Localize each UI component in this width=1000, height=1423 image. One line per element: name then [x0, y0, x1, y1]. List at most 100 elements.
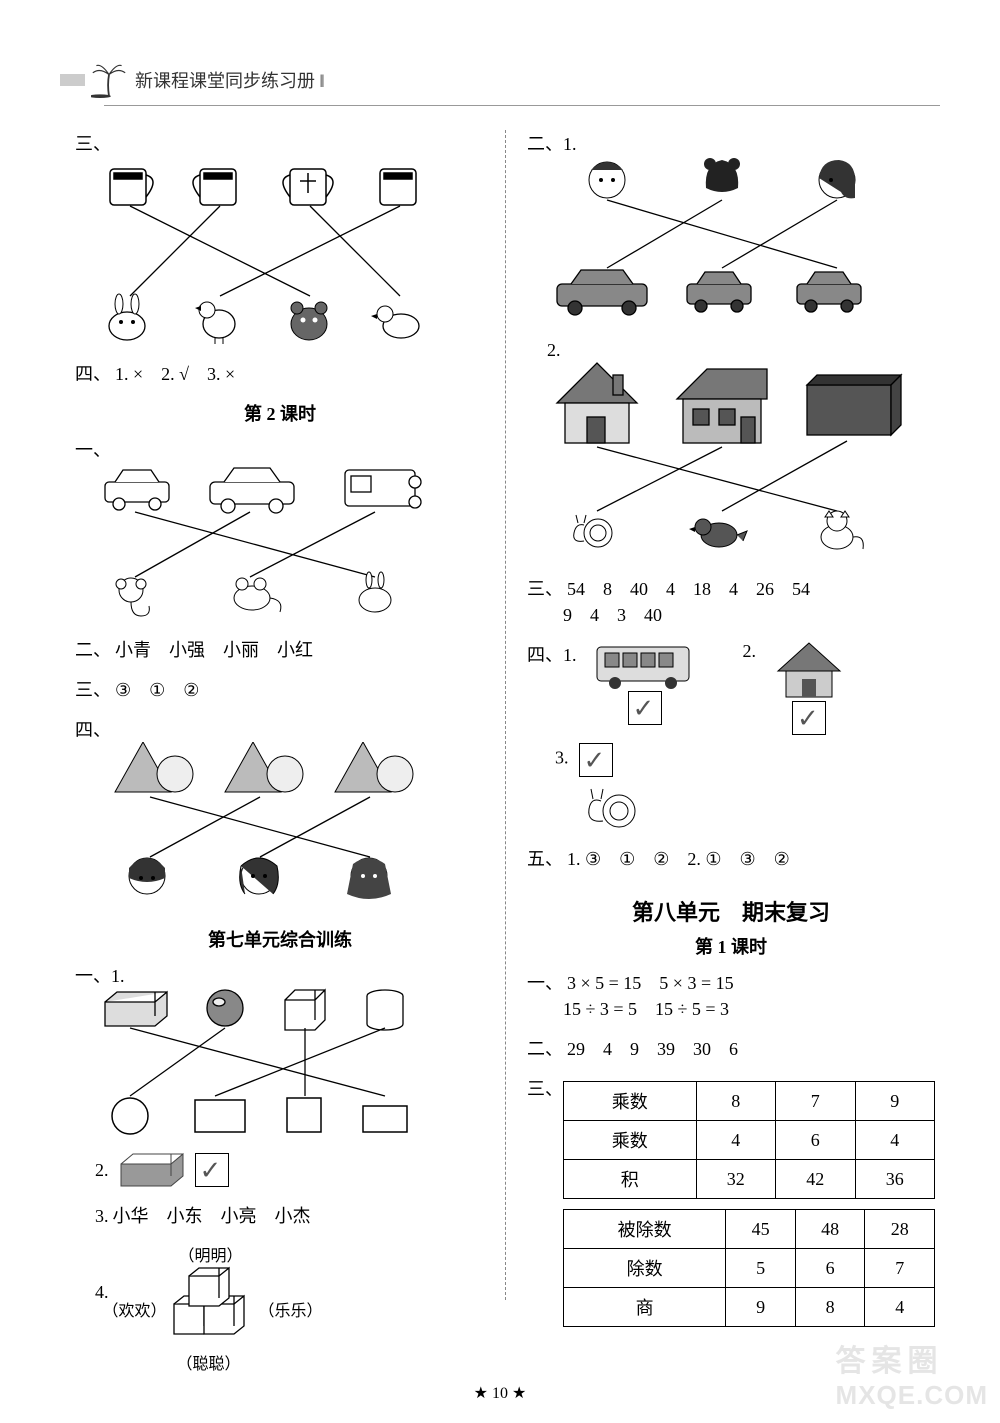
r-q3-line1: 54 8 40 4 18 4 26 54 — [567, 579, 810, 599]
cups-animals-diagram — [75, 156, 445, 346]
checkbox-bus: ✓ — [628, 691, 662, 725]
left-q3: 三、 — [75, 130, 485, 346]
cars-animals-diagram — [75, 462, 445, 622]
r-q3-line2: 9 4 3 40 — [563, 605, 662, 625]
cell: 8 — [696, 1082, 776, 1121]
r-q5-text: 1. ③ ① ② 2. ① ③ ② — [567, 849, 790, 869]
cell: 7 — [776, 1082, 856, 1121]
lesson2-q1: 一、 — [75, 436, 485, 622]
checkbox-house: ✓ — [792, 701, 826, 735]
unit7-title: 第七单元综合训练 — [75, 926, 485, 952]
cube-left: （欢欢） — [103, 1297, 167, 1321]
solids-diagram — [75, 988, 445, 1138]
right-q3: 三、 54 8 40 4 18 4 26 54 9 4 3 40 — [527, 575, 935, 627]
header-title: 新课程课堂同步练习册 ‖ — [135, 67, 325, 93]
l2-q4-label: 四、 — [75, 720, 111, 740]
lesson2-q4: 四、 — [75, 716, 485, 912]
cell: 9 — [726, 1288, 796, 1327]
l2-q2-text: 小青 小强 小丽 小红 — [115, 640, 313, 660]
cube-top: （明明） — [179, 1242, 243, 1266]
u8-q1-line1: 3 × 5 = 15 5 × 3 = 15 — [567, 973, 734, 993]
r-q4-2-label: 2. — [743, 641, 757, 662]
snail-icon — [574, 515, 612, 547]
cell: 42 — [776, 1160, 856, 1199]
cell: 48 — [795, 1210, 865, 1249]
table-multiply: 乘数879 乘数464 积324236 — [563, 1081, 935, 1199]
checkbox: ✓ — [195, 1153, 229, 1187]
u7-q1-label: 一、1. — [75, 966, 125, 986]
u8-q1-line2: 15 ÷ 3 = 5 15 ÷ 5 = 3 — [563, 999, 729, 1019]
cell: 4 — [855, 1121, 935, 1160]
girl-back-icon — [704, 158, 740, 192]
lesson1-title: 第 1 课时 — [527, 933, 935, 959]
unit7-q1-3: 3. 小华 小东 小亮 小杰 — [95, 1202, 485, 1228]
cell: 除数 — [564, 1249, 726, 1288]
u7-q1-3-label: 3. — [95, 1206, 109, 1226]
u8-q1-label: 一、 — [527, 973, 563, 993]
content-area: 三、 — [75, 130, 935, 1340]
bus-icon — [595, 641, 695, 691]
checkmark-icon: ✓ — [797, 704, 819, 734]
cell: 乘数 — [564, 1082, 697, 1121]
header-underline — [104, 105, 940, 106]
unit7-q1-4: 4. （明明） （欢欢） （乐乐） （聪聪） — [95, 1242, 485, 1372]
r-q4-3-label: 3. — [555, 748, 569, 768]
right-q2-2: 2. — [527, 340, 935, 561]
q4-label: 四、 — [75, 364, 111, 384]
cell: 36 — [855, 1160, 935, 1199]
bird-icon — [689, 519, 747, 547]
checkmark-icon: ✓ — [584, 746, 606, 776]
l2-q2-label: 二、 — [75, 640, 111, 660]
watermark: 答案圈 MXQE.COM — [836, 1336, 988, 1411]
cube-stack-icon — [164, 1264, 264, 1354]
cell: 45 — [726, 1210, 796, 1249]
r-q2-2-label: 2. — [547, 340, 561, 360]
checkbox-3: ✓ — [579, 743, 613, 777]
lesson2-title: 第 2 课时 — [75, 400, 485, 426]
faces-cars-diagram — [527, 156, 907, 326]
cell: 商 — [564, 1288, 726, 1327]
brick-icon — [119, 1152, 185, 1188]
u7-q1-3-text: 小华 小东 小亮 小杰 — [113, 1206, 311, 1226]
page-number: ★ 10 ★ — [474, 1385, 527, 1402]
cat-icon — [821, 511, 863, 549]
checkmark-icon: ✓ — [633, 694, 655, 724]
girl-side-icon — [819, 160, 855, 198]
bear-icon — [291, 302, 327, 340]
cell: 积 — [564, 1160, 697, 1199]
table-divide: 被除数454828 除数567 商984 — [563, 1209, 935, 1327]
cell: 4 — [865, 1288, 935, 1327]
chicken-icon — [195, 302, 235, 344]
header-bar-left — [60, 74, 85, 86]
cell: 8 — [795, 1288, 865, 1327]
right-q4: 四、1. ✓ 2. ✓ 3. ✓ — [527, 641, 935, 831]
triangles-faces-diagram — [75, 742, 445, 912]
r-q2-label: 二、1. — [527, 134, 577, 154]
cell: 被除数 — [564, 1210, 726, 1249]
house-small-icon — [774, 641, 844, 701]
q3-label: 三、 — [75, 134, 111, 154]
left-column: 三、 — [75, 130, 505, 1340]
cell: 28 — [865, 1210, 935, 1249]
girl1-icon — [129, 858, 165, 894]
l2-q1-label: 一、 — [75, 440, 111, 460]
girl2-icon — [240, 858, 279, 894]
cell: 4 — [696, 1121, 776, 1160]
page-header: 新课程课堂同步练习册 ‖ — [60, 60, 940, 100]
l2-q3-text: ③ ① ② — [115, 680, 199, 700]
unit8-q2: 二、 29 4 9 39 30 6 — [527, 1035, 935, 1061]
right-q5: 五、 1. ③ ① ② 2. ① ③ ② — [527, 845, 935, 871]
right-q2-1: 二、1. — [527, 130, 935, 326]
unit8-q3: 三、 乘数879 乘数464 积324236 被除数454828 除数567 商… — [527, 1075, 935, 1327]
cell: 6 — [776, 1121, 856, 1160]
unit7-q1-2: 2. ✓ — [95, 1152, 485, 1188]
unit8-q1: 一、 3 × 5 = 15 5 × 3 = 15 15 ÷ 3 = 5 15 ÷… — [527, 969, 935, 1021]
r-q4-label: 四、1. — [527, 641, 577, 667]
q4-text: 1. × 2. √ 3. × — [115, 364, 235, 384]
houses-animals-diagram — [527, 361, 907, 561]
monkey-icon — [116, 578, 149, 616]
unit8-title: 第八单元 期末复习 — [527, 895, 935, 927]
r-q3-label: 三、 — [527, 579, 563, 599]
cell: 5 — [726, 1249, 796, 1288]
cell: 32 — [696, 1160, 776, 1199]
